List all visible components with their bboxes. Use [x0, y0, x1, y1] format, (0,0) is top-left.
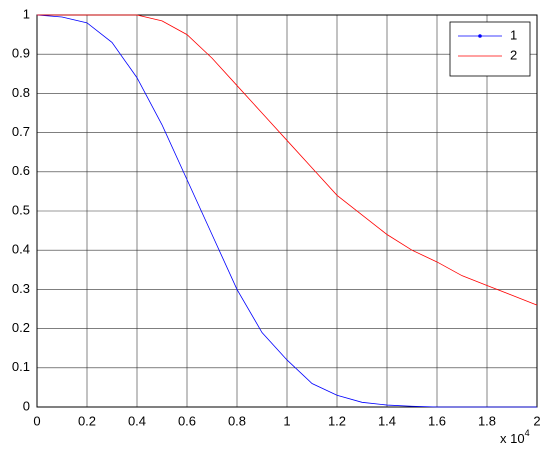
- x-tick-label: 0.2: [78, 413, 96, 428]
- x-tick-label: 1.2: [328, 413, 346, 428]
- y-tick-label: 0.6: [12, 163, 30, 178]
- y-tick-label: 0.8: [12, 85, 30, 100]
- x-tick-label: 0.4: [128, 413, 146, 428]
- y-tick-label: 0.9: [12, 46, 30, 61]
- legend-label: 2: [510, 47, 517, 62]
- y-tick-label: 0.4: [12, 242, 30, 257]
- x-tick-label: 1.4: [378, 413, 396, 428]
- legend-box: [449, 21, 531, 77]
- x-tick-label: 1.6: [428, 413, 446, 428]
- y-tick-label: 1: [23, 6, 30, 21]
- y-tick-label: 0.7: [12, 124, 30, 139]
- series-line: [36, 14, 537, 408]
- x-multiplier: x 104: [500, 428, 530, 446]
- x-tick-label: 1: [283, 413, 290, 428]
- legend-label: 1: [510, 27, 517, 42]
- y-tick-label: 0.2: [12, 320, 30, 335]
- x-tick-label: 0.8: [228, 413, 246, 428]
- x-tick-label: 0.6: [178, 413, 196, 428]
- x-multiplier-exponent: 4: [525, 428, 530, 438]
- y-tick-label: 0.3: [12, 281, 30, 296]
- y-tick-label: 0.5: [12, 202, 30, 217]
- x-tick-label: 1.8: [478, 413, 496, 428]
- y-tick-label: 0: [23, 398, 30, 413]
- x-tick-label: 2: [533, 413, 540, 428]
- y-tick-label: 0.1: [12, 359, 30, 374]
- series-line: [37, 14, 538, 306]
- legend-marker: [478, 34, 482, 38]
- x-tick-label: 0: [33, 413, 40, 428]
- x-multiplier-base: x 10: [500, 431, 525, 446]
- plot-frame: [36, 14, 538, 408]
